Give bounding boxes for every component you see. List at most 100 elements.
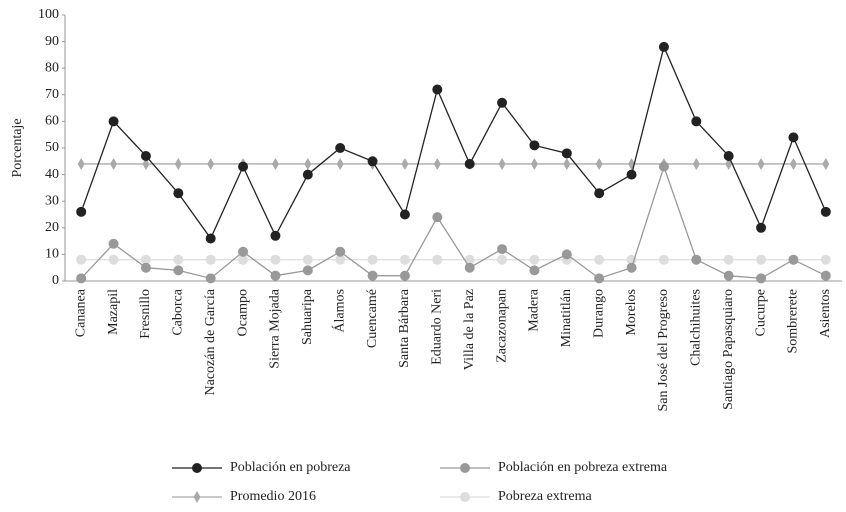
- point: [594, 254, 605, 265]
- point: [302, 169, 313, 180]
- point: [270, 230, 281, 241]
- point: [529, 265, 540, 276]
- point: [205, 273, 216, 284]
- x-tick-label: Mazapil: [106, 289, 121, 335]
- x-tick-label: Sierra Mojada: [268, 288, 283, 368]
- x-tick-label: Madera: [527, 288, 542, 332]
- point: [820, 206, 831, 217]
- point: [304, 157, 312, 170]
- point: [399, 209, 410, 220]
- series-line: [80, 44, 827, 240]
- point: [399, 270, 410, 281]
- point: [594, 273, 605, 284]
- y-tick-label: 80: [45, 60, 59, 75]
- x-tick-label: Minatitlán: [559, 289, 574, 347]
- point: [626, 254, 637, 265]
- point: [336, 157, 344, 170]
- point: [497, 97, 508, 108]
- point: [789, 157, 797, 170]
- point: [788, 254, 799, 265]
- point: [464, 254, 475, 265]
- x-tick-label: Santiago Papasquiaro: [721, 289, 736, 410]
- point: [270, 254, 281, 265]
- y-tick-label: 10: [45, 247, 59, 262]
- point: [561, 249, 572, 260]
- legend-label: Promedio 2016: [230, 489, 316, 504]
- y-tick-label: 40: [45, 167, 59, 182]
- point: [756, 254, 767, 265]
- x-tick-label: Zacazonapan: [494, 289, 509, 363]
- point: [530, 157, 538, 170]
- point: [399, 254, 410, 265]
- point: [108, 238, 119, 249]
- point: [205, 233, 216, 244]
- point: [432, 84, 443, 95]
- point: [626, 262, 637, 273]
- point: [723, 270, 734, 281]
- x-tick-label: Ocampo: [235, 289, 250, 336]
- point: [820, 270, 831, 281]
- point: [433, 157, 441, 170]
- series-line: [80, 164, 827, 280]
- point: [335, 254, 346, 265]
- point: [756, 273, 767, 284]
- point: [529, 140, 540, 151]
- point: [658, 161, 669, 172]
- legend-label: Pobreza extrema: [498, 489, 592, 504]
- legend-marker: [460, 492, 470, 502]
- point: [76, 273, 87, 284]
- point: [401, 157, 409, 170]
- point: [822, 157, 830, 170]
- point: [658, 254, 669, 265]
- point: [108, 116, 119, 127]
- legend-label: Población en pobreza extrema: [498, 460, 668, 475]
- point: [302, 265, 313, 276]
- point: [76, 206, 87, 217]
- point: [174, 157, 182, 170]
- point: [140, 150, 151, 161]
- point: [335, 246, 346, 257]
- point: [497, 244, 508, 255]
- y-tick-label: 0: [52, 273, 59, 288]
- point: [594, 188, 605, 199]
- y-tick-label: 60: [45, 114, 59, 129]
- x-tick-label: Cuencamé: [365, 289, 380, 348]
- y-tick-label: 90: [45, 34, 59, 49]
- x-tick-label: Cucurpe: [753, 289, 768, 336]
- point: [626, 169, 637, 180]
- point: [173, 188, 184, 199]
- point: [367, 156, 378, 167]
- x-tick-label: Álamos: [330, 289, 347, 333]
- x-tick-label: Cananea: [73, 288, 88, 337]
- x-tick-label: Santa Bárbara: [397, 288, 412, 368]
- y-tick-label: 20: [45, 220, 59, 235]
- point: [561, 148, 572, 159]
- point: [173, 265, 184, 276]
- x-tick-label: Villa de la Paz: [462, 289, 477, 370]
- point: [335, 143, 346, 153]
- point: [432, 212, 443, 223]
- point: [820, 254, 831, 265]
- x-tick-label: Eduardo Neri: [430, 289, 445, 365]
- x-tick-label: Sombrerete: [786, 289, 801, 354]
- x-tick-label: Fresnillo: [138, 289, 153, 339]
- point: [756, 222, 767, 233]
- point: [140, 262, 151, 273]
- legend-marker: [192, 463, 202, 473]
- y-tick-label: 70: [45, 87, 59, 102]
- point: [142, 157, 150, 170]
- legend-marker: [193, 491, 201, 503]
- point: [110, 157, 118, 170]
- x-tick-label: Durango: [591, 289, 606, 338]
- point: [77, 157, 85, 170]
- x-tick-label: Asientos: [818, 289, 833, 338]
- point: [563, 157, 571, 170]
- point: [658, 41, 669, 52]
- point: [207, 157, 215, 170]
- x-tick-label: Morelos: [624, 289, 639, 336]
- point: [432, 254, 443, 265]
- point: [173, 254, 184, 265]
- point: [788, 132, 799, 143]
- y-axis-label: Porcentaje: [10, 118, 25, 177]
